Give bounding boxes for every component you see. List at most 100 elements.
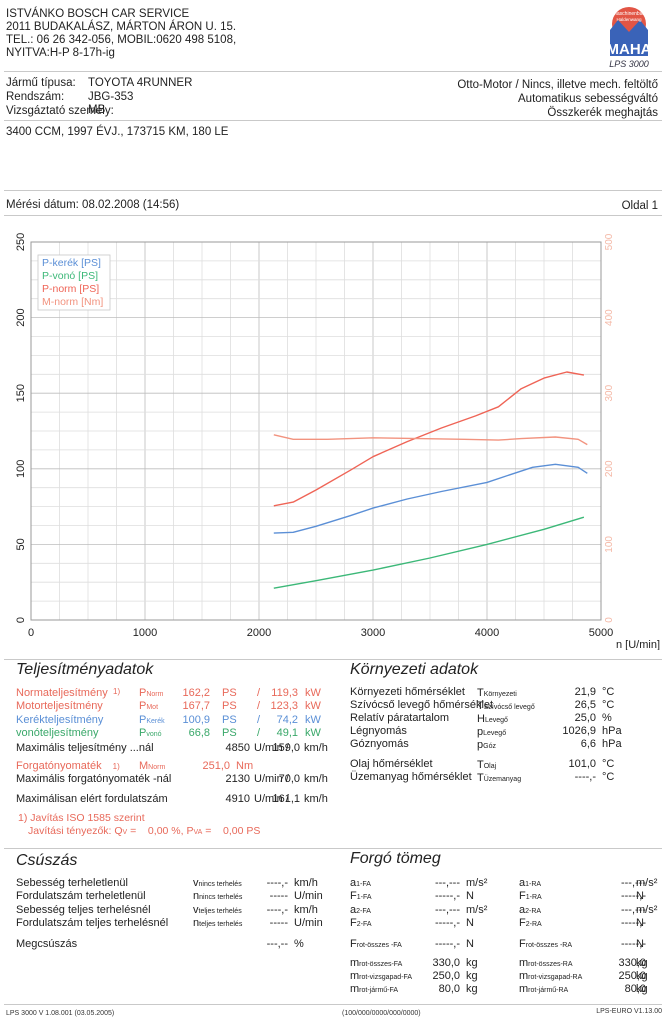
env-row-value: 21,9: [574, 686, 596, 698]
env-row-symbol: pLevegő: [477, 726, 506, 739]
mass-row-sym: a: [519, 904, 526, 916]
perf-row-ps-unit: PS: [222, 726, 237, 739]
mass-row-sub: 1-FA: [356, 881, 371, 888]
slip-row-unit: U/min: [294, 890, 323, 902]
divider: [4, 1004, 662, 1005]
perf-row-ps-unit: PS: [222, 713, 237, 726]
perf-row-ps: 100,9: [182, 713, 210, 726]
env-row-value: 101,0: [568, 758, 596, 770]
env-row-unit: °C: [602, 699, 615, 711]
slip-row-label: Fordulatszám terheletlenül: [16, 890, 146, 902]
slip-row-label: Sebesség terheletlenül: [16, 877, 128, 889]
perf-row-kw-unit: kW: [305, 700, 321, 713]
mass-row-value: 250,0: [618, 970, 646, 982]
env-row-unit: °C: [602, 686, 615, 698]
perf-row-symbol: Pvonó: [139, 727, 162, 740]
series-line-p-norm: [273, 371, 585, 507]
logo-model: LPS 3000: [609, 59, 649, 69]
mass-section-title: Forgó tömeg: [350, 850, 441, 867]
mass-row-value: -----,-: [434, 890, 460, 902]
perf-row-symbol: PKerék: [139, 714, 165, 727]
perf-row-kw-unit: kW: [305, 726, 321, 739]
y-right-tick-label: 400: [604, 309, 615, 326]
mass-row-symbol: F2-RA: [519, 917, 542, 930]
perf-row-sup: 1): [113, 687, 121, 696]
slip-row-symbol: nnincs terhelés: [193, 890, 242, 903]
mass-row-value: -----,-: [620, 890, 646, 902]
maha-logo: Maschinenbau Haldenwang MAHA LPS 3000: [596, 4, 662, 70]
mass-row-sym: F: [519, 890, 526, 902]
mass-row-unit: kg: [466, 970, 478, 982]
mass-row-symbol: a2-FA: [350, 904, 371, 917]
mass-row-symbol: mrot-összes-FA: [350, 957, 402, 970]
correction-note: 1) Javítás ISO 1585 szerint: [18, 812, 145, 824]
mass-row-symbol: mrot-jármű-RA: [519, 983, 568, 996]
y-right-tick-label: 500: [604, 233, 615, 250]
correction-p-label: = 0,00 %, P: [127, 825, 194, 837]
max-rev-row: Maximálisan elért fordulatszám: [16, 793, 168, 806]
logo-brand: MAHA: [607, 41, 652, 58]
perf-row-sym: P: [139, 700, 147, 713]
env-row-sub: Üzemanyag: [483, 776, 522, 783]
x-tick-label: 1000: [133, 627, 157, 639]
max-torque-speed-unit: km/h: [304, 773, 328, 785]
x-tick-label: 5000: [589, 627, 613, 639]
torque-sup: 1): [112, 762, 120, 771]
footer-version: LPS 3000 V 1.08.001 (03.05.2005): [6, 1010, 115, 1017]
slip-row-sub: nincs terhelés: [198, 881, 242, 888]
y-left-tick-label: 0: [15, 617, 27, 623]
mass-row-unit: N: [466, 917, 474, 929]
slip-row-value: -----: [269, 917, 288, 929]
measurement-date: Mérési dátum: 08.02.2008 (14:56): [6, 199, 180, 211]
env-row-sub: Góz: [483, 743, 496, 750]
env-row-unit: °C: [602, 758, 615, 770]
perf-row-ps: 167,7: [182, 700, 210, 713]
shop-address: 2011 BUDAKALÁSZ, MÁRTON ÁRON U. 15.: [6, 21, 237, 33]
torque-sym: M: [139, 760, 149, 772]
page-number: Oldal 1: [621, 200, 658, 212]
mass-row-sub: rot-összes-RA: [528, 961, 573, 968]
env-row-value: 6,6: [580, 738, 596, 750]
footer-euro: LPS-EURO V1.13.00: [596, 1008, 662, 1015]
logo-badge-top: Maschinenbau: [613, 11, 646, 17]
mass-row-sub: 1-RA: [525, 881, 542, 888]
env-row-unit: hPa: [602, 738, 622, 750]
mass-row-sub: rot-jármű-RA: [528, 987, 569, 994]
mass-row-unit: N: [466, 890, 474, 902]
x-tick-label: 4000: [475, 627, 499, 639]
slip-row-value: ---,--: [266, 938, 288, 950]
mass-row-value: ---,---: [434, 904, 460, 916]
perf-row-sep: /: [257, 687, 261, 699]
mass-row-value: -----,-: [620, 938, 646, 950]
max-rev-speed: 161,1: [272, 793, 300, 805]
mass-row-unit: N: [466, 938, 474, 950]
divider: [4, 215, 662, 216]
max-rev-speed-unit: km/h: [304, 793, 328, 805]
vehicle-type-label: Jármű típusa:: [6, 77, 76, 89]
mass-row-sub: rot-összes -FA: [356, 942, 402, 949]
mass-row-value: 80,0: [438, 983, 460, 995]
perf-row-kw: 119,3: [271, 687, 298, 699]
slip-row-symbol: nteljes terhelés: [193, 917, 242, 930]
shop-hours: NYITVA:H-P 8-17h-ig: [6, 47, 115, 59]
y-left-tick-label: 50: [15, 538, 27, 550]
env-row-unit: °C: [602, 771, 615, 783]
env-row-sub: Levegő: [483, 730, 507, 737]
mass-row-value: 330,0: [618, 957, 646, 969]
mass-row-sym: F: [350, 938, 357, 950]
torque-unit: Nm: [236, 760, 254, 772]
mass-row-unit: kg: [636, 983, 648, 995]
mass-row-value: -----,-: [434, 938, 460, 950]
y-right-tick-label: 200: [604, 460, 615, 477]
correction-p-value: = 0,00 PS: [202, 825, 261, 837]
mass-row-sym: m: [519, 957, 529, 969]
plot-frame: [30, 241, 602, 621]
y-left-tick-label: 100: [15, 460, 27, 478]
y-left-tick-label: 250: [15, 233, 27, 251]
env-row-value: 25,0: [574, 712, 596, 724]
env-row-symbol: HLevegő: [477, 713, 508, 726]
env-row-symbol: pGóz: [477, 739, 496, 752]
perf-row-kw: 49,1: [276, 726, 298, 739]
